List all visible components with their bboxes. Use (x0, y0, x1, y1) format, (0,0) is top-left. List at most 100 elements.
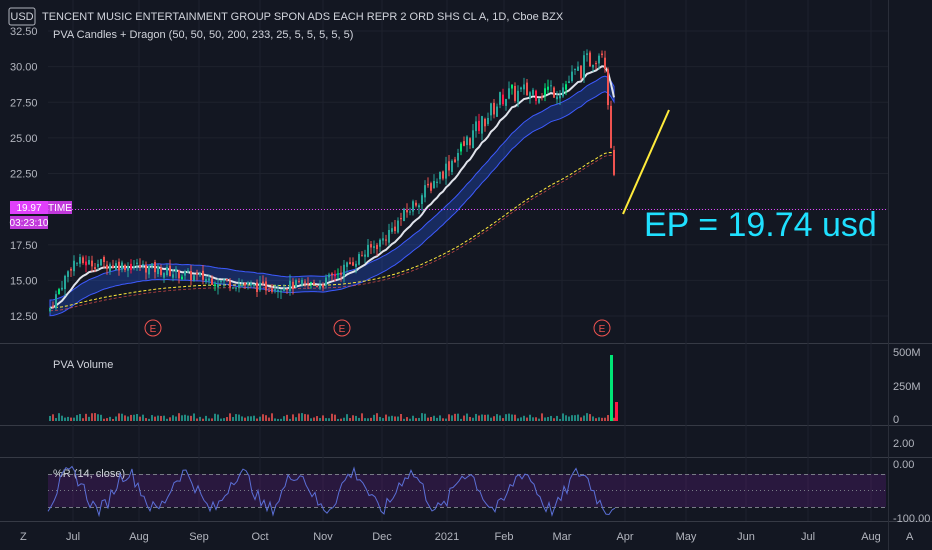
candle-body[interactable] (358, 254, 360, 265)
volume-bar[interactable] (97, 414, 99, 421)
candle-body[interactable] (172, 274, 174, 278)
candle-body[interactable] (292, 281, 294, 290)
volume-bar[interactable] (286, 414, 288, 421)
candle-body[interactable] (433, 180, 435, 189)
volume-bar[interactable] (244, 417, 246, 421)
candle-body[interactable] (262, 281, 264, 284)
candle-body[interactable] (553, 87, 555, 98)
candle-body[interactable] (202, 270, 204, 280)
volume-bar[interactable] (403, 418, 405, 421)
candle-body[interactable] (298, 281, 300, 283)
volume-bar[interactable] (451, 415, 453, 421)
candle-body[interactable] (583, 55, 585, 78)
volume-bar[interactable] (346, 414, 348, 421)
candle-body[interactable] (157, 266, 159, 275)
earnings-marker[interactable]: E (593, 319, 611, 337)
candle-body[interactable] (460, 143, 462, 152)
volume-bar[interactable] (568, 416, 570, 421)
time-axis-label[interactable]: Jul (66, 531, 80, 543)
candle-body[interactable] (574, 68, 576, 70)
candle-body[interactable] (169, 265, 171, 277)
candle-body[interactable] (382, 238, 384, 241)
candle-body[interactable] (325, 277, 327, 285)
candle-body[interactable] (175, 268, 177, 272)
volume-bar[interactable] (289, 418, 291, 421)
volume-bar[interactable] (94, 413, 96, 421)
earnings-marker[interactable]: E (333, 319, 351, 337)
candle-body[interactable] (397, 220, 399, 233)
volume-bar[interactable] (259, 416, 261, 421)
volume-bar[interactable] (349, 418, 351, 421)
volume-bar[interactable] (151, 415, 153, 421)
candle-body[interactable] (541, 96, 543, 98)
candle-body[interactable] (586, 53, 588, 55)
volume-bar[interactable] (577, 414, 579, 421)
volume-bar[interactable] (274, 418, 276, 421)
candle-body[interactable] (274, 289, 276, 291)
volume-bar[interactable] (532, 417, 534, 421)
candle-body[interactable] (463, 141, 465, 146)
volume-bar[interactable] (262, 414, 264, 421)
candle-body[interactable] (148, 266, 150, 275)
volume-bar[interactable] (484, 414, 486, 421)
volume-bar[interactable] (298, 413, 300, 421)
volume-bar[interactable] (592, 416, 594, 421)
dragon-band[interactable] (49, 75, 615, 317)
volume-bar[interactable] (424, 413, 426, 421)
volume-bar[interactable] (256, 418, 258, 421)
candle-body[interactable] (466, 136, 468, 146)
candle-body[interactable] (343, 264, 345, 276)
volume-bar[interactable] (229, 413, 231, 421)
candle-body[interactable] (385, 239, 387, 241)
volume-bar[interactable] (583, 415, 585, 421)
volume-bar[interactable] (394, 416, 396, 421)
volume-bar[interactable] (517, 418, 519, 421)
candle-body[interactable] (106, 264, 108, 269)
candle-body[interactable] (184, 271, 186, 276)
candle-body[interactable] (235, 287, 237, 289)
candle-body[interactable] (445, 163, 447, 179)
volume-bar[interactable] (133, 414, 135, 421)
candle-body[interactable] (352, 262, 354, 266)
time-axis-label[interactable]: Aug (129, 531, 149, 543)
candle-body[interactable] (301, 279, 303, 285)
volume-bar[interactable] (82, 418, 84, 421)
volume-bar[interactable] (247, 416, 249, 421)
volume-bar[interactable] (511, 414, 513, 421)
candle-body[interactable] (481, 116, 483, 134)
candle-body[interactable] (199, 273, 201, 276)
candle-body[interactable] (613, 149, 615, 175)
candle-body[interactable] (331, 273, 333, 276)
volume-bar[interactable] (550, 415, 552, 421)
time-axis-label[interactable]: Jun (737, 531, 755, 543)
volume-bar[interactable] (520, 417, 522, 421)
volume-bar[interactable] (481, 414, 483, 421)
volume-bar[interactable] (319, 418, 321, 421)
candle-body[interactable] (217, 284, 219, 288)
volume-bar[interactable] (397, 416, 399, 421)
volume-bar[interactable] (184, 414, 186, 421)
candle-body[interactable] (565, 84, 567, 90)
candle-body[interactable] (451, 160, 453, 172)
volume-bar[interactable] (358, 417, 360, 421)
ema-200-line[interactable] (49, 154, 615, 312)
volume-bar[interactable] (58, 413, 60, 421)
volume-bar[interactable] (460, 418, 462, 421)
entry-price-annotation[interactable]: EP = 19.74 usd (644, 206, 877, 244)
volume-bar[interactable] (67, 416, 69, 421)
volume-bar[interactable] (535, 417, 537, 421)
candle-body[interactable] (289, 280, 291, 292)
candle-body[interactable] (211, 278, 213, 286)
candle-body[interactable] (193, 275, 195, 281)
candle-body[interactable] (139, 265, 141, 267)
candle-body[interactable] (160, 267, 162, 275)
volume-bar[interactable] (52, 414, 54, 421)
candle-body[interactable] (94, 267, 96, 269)
candle-body[interactable] (577, 66, 579, 71)
volume-bar[interactable] (544, 417, 546, 421)
volume-bar[interactable] (127, 416, 129, 421)
volume-bar[interactable] (193, 413, 195, 421)
candle-body[interactable] (196, 272, 198, 275)
volume-bar[interactable] (589, 414, 591, 421)
volume-bar[interactable] (487, 414, 489, 421)
